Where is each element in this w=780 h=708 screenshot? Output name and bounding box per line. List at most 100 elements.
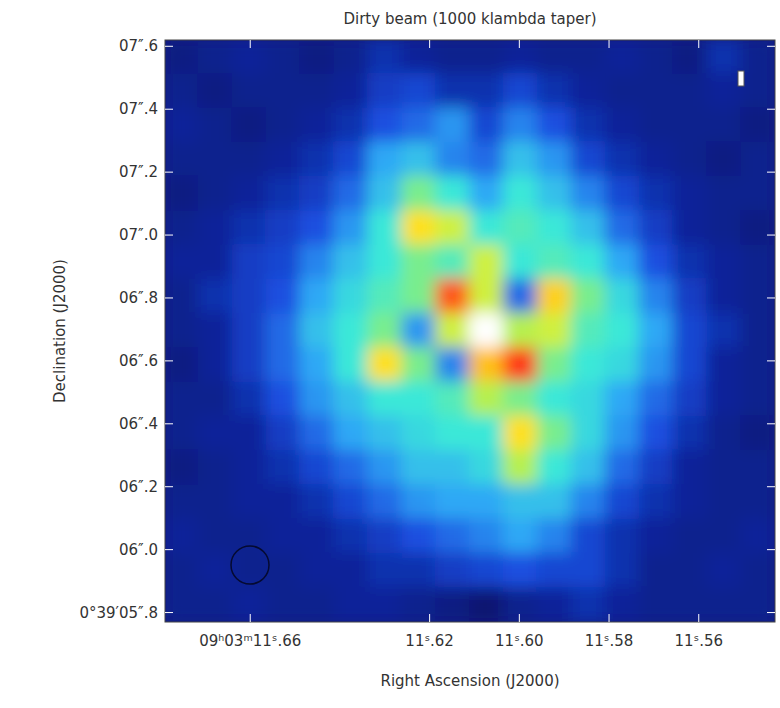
y-tick: [767, 297, 775, 298]
cell: [435, 107, 471, 143]
cell: [537, 210, 573, 246]
beam-ellipse: [231, 546, 269, 584]
cell: [605, 313, 641, 349]
cell: [232, 244, 268, 280]
cell: [435, 450, 471, 486]
cell: [469, 313, 505, 349]
y-tick-label: 06″.6: [119, 352, 158, 370]
cell: [401, 279, 437, 315]
cell: [266, 416, 302, 452]
cell: [672, 279, 708, 315]
cell: [706, 347, 742, 383]
cell: [435, 40, 471, 75]
cell: [401, 107, 437, 143]
cell: [232, 107, 268, 143]
cell: [266, 40, 302, 75]
x-tick: [250, 614, 251, 622]
cell: [605, 416, 641, 452]
cell: [401, 73, 437, 109]
y-tick: [165, 172, 173, 173]
cell: [605, 176, 641, 212]
cell: [740, 313, 775, 349]
cell: [198, 210, 234, 246]
cell: [537, 381, 573, 417]
cell: [367, 587, 403, 622]
cell: [198, 381, 234, 417]
cell: [367, 553, 403, 589]
cell: [367, 279, 403, 315]
cell: [571, 107, 607, 143]
cell: [198, 176, 234, 212]
cell: [469, 450, 505, 486]
cell: [401, 313, 437, 349]
y-tick: [767, 612, 775, 613]
cell: [469, 416, 505, 452]
y-tick: [767, 486, 775, 487]
cell: [232, 347, 268, 383]
cell: [571, 484, 607, 520]
cell: [333, 279, 369, 315]
cell: [435, 142, 471, 178]
cell: [605, 279, 641, 315]
y-tick-label: 06″.8: [119, 289, 158, 307]
cell: [232, 416, 268, 452]
cell: [435, 210, 471, 246]
cell: [740, 73, 775, 109]
cell: [571, 347, 607, 383]
cell: [333, 347, 369, 383]
cell: [266, 244, 302, 280]
cell: [706, 553, 742, 589]
cell: [300, 210, 336, 246]
cell: [367, 40, 403, 75]
cell: [672, 381, 708, 417]
cell: [638, 210, 674, 246]
cell: [469, 210, 505, 246]
cell: [198, 244, 234, 280]
cell: [469, 484, 505, 520]
cell: [537, 107, 573, 143]
cell: [571, 313, 607, 349]
y-tick-label: 07″.2: [119, 163, 158, 181]
cell: [232, 142, 268, 178]
cell: [367, 176, 403, 212]
cell: [198, 518, 234, 554]
cell: [672, 73, 708, 109]
cell: [165, 450, 200, 486]
cell: [638, 313, 674, 349]
cell: [537, 416, 573, 452]
cell: [232, 176, 268, 212]
plot-area: [165, 40, 775, 622]
plot-frame: [165, 40, 775, 622]
cell: [537, 279, 573, 315]
cell: [401, 484, 437, 520]
cell: [672, 313, 708, 349]
x-axis-title: Right Ascension (J2000): [380, 672, 559, 690]
cell: [232, 73, 268, 109]
cell: [367, 210, 403, 246]
cell: [401, 587, 437, 622]
cell: [232, 313, 268, 349]
cell: [605, 553, 641, 589]
cell: [503, 484, 539, 520]
cell: [300, 381, 336, 417]
cell: [333, 450, 369, 486]
cell: [300, 176, 336, 212]
cell: [266, 73, 302, 109]
cell: [740, 210, 775, 246]
x-tick-label: 11ˢ.60: [495, 632, 544, 650]
cell: [571, 210, 607, 246]
cell: [571, 40, 607, 75]
cell: [300, 244, 336, 280]
cell: [266, 279, 302, 315]
cell: [198, 73, 234, 109]
cell: [435, 176, 471, 212]
cell: [333, 142, 369, 178]
cell: [435, 279, 471, 315]
cell: [571, 518, 607, 554]
cell: [706, 313, 742, 349]
cell: [435, 587, 471, 622]
x-tick: [609, 614, 610, 622]
cell: [706, 381, 742, 417]
cell: [503, 40, 539, 75]
cell: [232, 381, 268, 417]
